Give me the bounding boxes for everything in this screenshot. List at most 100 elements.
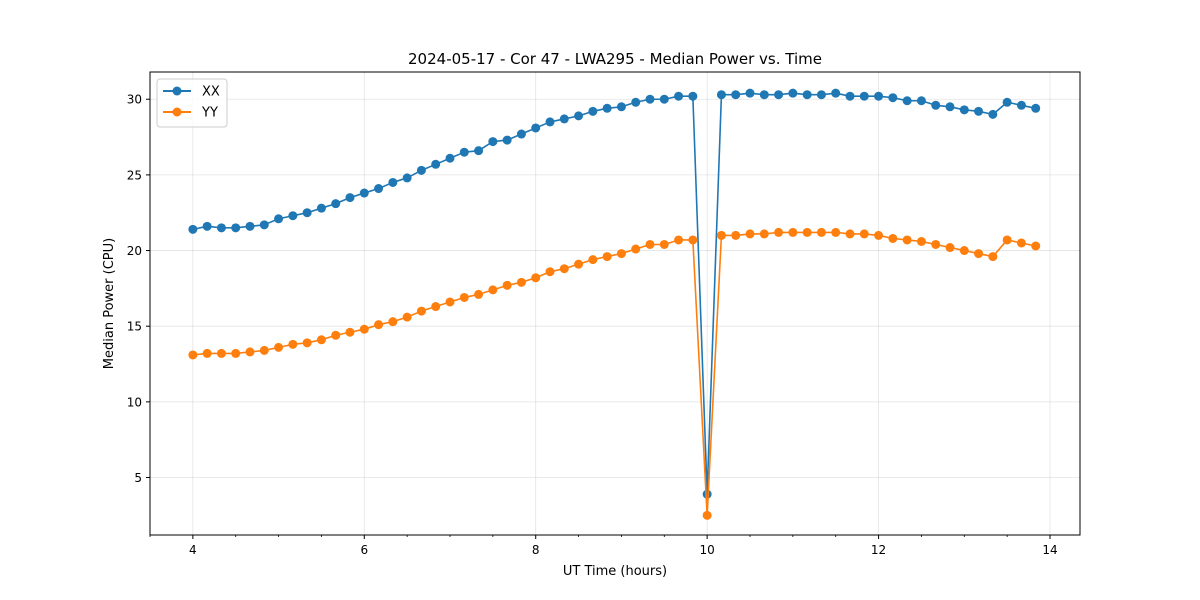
data-point-xx	[516, 129, 526, 139]
series-layer	[188, 88, 1041, 520]
data-point-xx	[345, 193, 355, 203]
data-point-xx	[488, 137, 498, 147]
data-point-xx	[359, 188, 369, 198]
data-point-yy	[459, 292, 469, 302]
grid	[150, 72, 1080, 535]
y-tick-label: 20	[127, 244, 142, 258]
legend-yy-marker	[172, 107, 182, 117]
data-point-yy	[931, 239, 941, 249]
data-point-yy	[859, 229, 869, 239]
data-point-xx	[988, 109, 998, 119]
data-point-xx	[831, 88, 841, 98]
data-point-yy	[645, 239, 655, 249]
data-point-yy	[374, 320, 384, 330]
data-point-xx	[545, 117, 555, 127]
data-point-xx	[974, 106, 984, 116]
data-point-yy	[659, 239, 669, 249]
series-yy	[188, 227, 1041, 520]
data-point-yy	[531, 273, 541, 283]
data-point-xx	[731, 90, 741, 100]
data-point-xx	[531, 123, 541, 133]
data-point-xx	[631, 97, 641, 107]
data-point-xx	[774, 90, 784, 100]
y-tick-label: 25	[127, 168, 142, 182]
data-point-yy	[602, 252, 612, 262]
data-point-xx	[916, 96, 926, 106]
x-tick-label: 14	[1042, 543, 1057, 557]
legend-xx-label: XX	[202, 85, 220, 100]
data-point-xx	[559, 114, 569, 124]
data-point-xx	[1002, 97, 1012, 107]
data-point-xx	[788, 88, 798, 98]
data-point-yy	[245, 347, 255, 357]
data-point-yy	[574, 259, 584, 269]
data-point-xx	[645, 94, 655, 104]
data-point-xx	[302, 208, 312, 218]
series-xx	[188, 88, 1041, 499]
legend: XX YY	[156, 78, 228, 128]
data-point-xx	[202, 221, 212, 231]
data-point-yy	[1031, 241, 1041, 251]
data-point-xx	[1031, 103, 1041, 113]
data-point-yy	[488, 285, 498, 295]
data-point-xx	[716, 90, 726, 100]
data-point-xx	[931, 100, 941, 110]
data-point-xx	[574, 111, 584, 121]
data-point-xx	[259, 220, 269, 230]
x-tick-label: 4	[189, 543, 197, 557]
x-axis-label: UT Time (hours)	[563, 564, 667, 579]
y-tick-label: 30	[127, 93, 142, 107]
data-point-yy	[1016, 238, 1026, 248]
data-point-yy	[416, 306, 426, 316]
data-point-xx	[459, 147, 469, 157]
data-point-yy	[331, 330, 341, 340]
data-point-yy	[788, 227, 798, 237]
data-point-yy	[388, 317, 398, 327]
data-point-yy	[816, 227, 826, 237]
data-point-xx	[588, 106, 598, 116]
data-point-yy	[945, 243, 955, 253]
data-point-xx	[702, 489, 712, 499]
data-point-yy	[631, 244, 641, 254]
y-tick-label: 5	[134, 471, 142, 485]
data-point-xx	[388, 177, 398, 187]
data-point-yy	[674, 235, 684, 245]
data-point-xx	[331, 199, 341, 209]
data-point-yy	[545, 267, 555, 277]
axis-ticks: 4 6 8 10 12 14 5 10 15 20 25 30	[127, 93, 1058, 557]
data-point-yy	[716, 230, 726, 240]
data-point-xx	[216, 223, 226, 233]
legend-xx-marker	[172, 86, 182, 96]
data-point-xx	[945, 102, 955, 112]
x-tick-label: 6	[360, 543, 368, 557]
data-point-yy	[902, 235, 912, 245]
data-point-xx	[816, 90, 826, 100]
data-point-xx	[374, 184, 384, 194]
data-point-xx	[316, 203, 326, 213]
data-point-xx	[245, 221, 255, 231]
data-point-xx	[888, 93, 898, 103]
data-point-yy	[288, 339, 298, 349]
legend-yy-label: YY	[201, 106, 218, 121]
data-point-xx	[231, 223, 241, 233]
data-point-xx	[1016, 100, 1026, 110]
data-point-xx	[959, 105, 969, 115]
data-point-yy	[259, 345, 269, 355]
data-point-yy	[845, 229, 855, 239]
data-point-yy	[874, 230, 884, 240]
data-point-xx	[874, 91, 884, 101]
plot-frame	[149, 71, 1081, 536]
data-point-xx	[288, 211, 298, 221]
data-point-xx	[474, 146, 484, 156]
data-point-xx	[502, 135, 512, 145]
data-point-xx	[274, 214, 284, 224]
data-point-yy	[702, 510, 712, 520]
data-point-yy	[959, 246, 969, 256]
data-point-xx	[602, 103, 612, 113]
data-point-yy	[445, 297, 455, 307]
data-point-yy	[831, 227, 841, 237]
data-point-xx	[859, 91, 869, 101]
x-tick-label: 8	[532, 543, 540, 557]
data-point-xx	[845, 91, 855, 101]
